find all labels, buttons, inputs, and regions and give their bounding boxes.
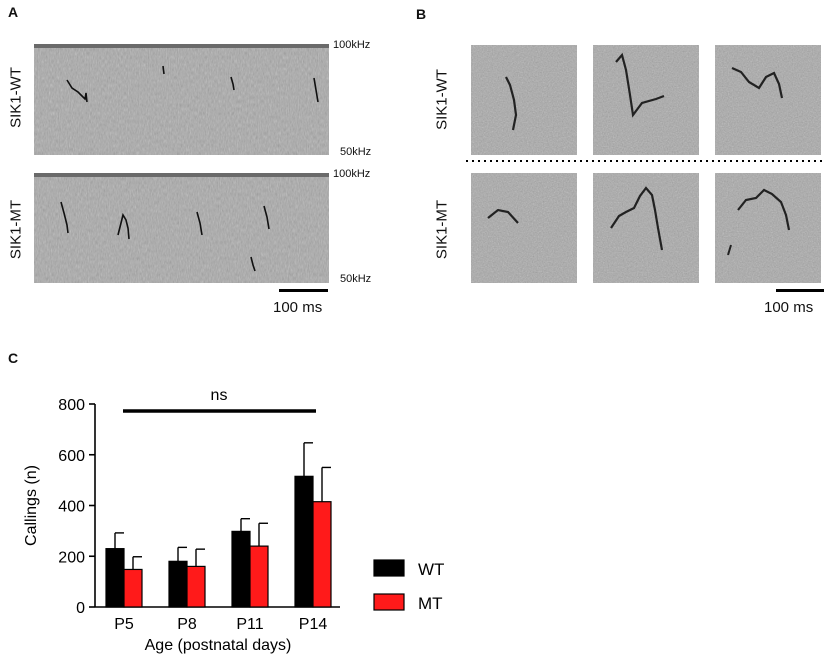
call-examples <box>466 45 824 283</box>
bar-wt-p11 <box>231 530 251 608</box>
row-label-mt: SIK1-MT <box>7 199 25 260</box>
y-tick-label: 800 <box>58 397 85 414</box>
x-tick-label: P8 <box>177 616 197 633</box>
panel-letter-c: C <box>8 350 19 366</box>
call-tile-mt-3 <box>715 173 821 283</box>
row-label-wt: SIK1-WT <box>7 67 25 128</box>
x-tick-label: P5 <box>114 616 134 633</box>
freq-bottom-wt: 50kHz <box>340 146 372 158</box>
legend-label-wt: WT <box>418 560 444 579</box>
row-label-b-mt: SIK1-MT <box>433 199 451 260</box>
spectrogram-mt-image <box>34 173 329 283</box>
y-tick-label: 200 <box>58 549 85 566</box>
panel-letter-a: A <box>8 4 19 20</box>
call-tile-mt-1 <box>471 173 577 283</box>
bar-wt-p5 <box>105 548 125 608</box>
bar-mt-p5 <box>123 568 143 608</box>
bar-chart: 0 200 400 600 800 P5 P8 P11 P14 Age (postnatal da… <box>23 387 444 654</box>
spectrogram-wt-image <box>34 44 329 155</box>
y-axis-label: Callings (n) <box>23 465 40 546</box>
call-tile-mt-2 <box>593 173 699 283</box>
freq-top-mt: 100kHz <box>333 168 371 180</box>
call-tile-wt-2 <box>593 45 699 155</box>
significance-label: ns <box>211 387 228 404</box>
call-tile-wt-3 <box>715 45 821 155</box>
x-tick-label: P14 <box>299 616 328 633</box>
spectrogram-mt <box>34 173 329 283</box>
scale-bar-b <box>776 289 824 292</box>
bar-mt-p14 <box>312 501 332 608</box>
legend-swatch-mt <box>373 593 405 611</box>
scale-bar-a <box>279 289 328 292</box>
scale-label-a: 100 ms <box>273 299 323 316</box>
call-tile-wt-1 <box>471 45 577 155</box>
x-axis-label: Age (postnatal days) <box>145 637 292 654</box>
bar-mt-p11 <box>249 545 269 608</box>
y-tick-label: 400 <box>58 499 85 516</box>
bar-wt-p8 <box>168 560 188 608</box>
row-label-b-wt: SIK1-WT <box>433 69 451 130</box>
panel-letter-b: B <box>416 6 427 22</box>
bar-mt-p8 <box>186 565 206 608</box>
freq-top-wt: 100kHz <box>333 39 371 51</box>
spectrogram-wt <box>34 44 329 155</box>
freq-bottom-mt: 50kHz <box>340 273 372 285</box>
x-tick-label: P11 <box>236 616 263 633</box>
legend-swatch-wt <box>373 559 405 577</box>
bar-wt-p14 <box>294 475 314 608</box>
scale-label-b: 100 ms <box>764 299 814 316</box>
y-tick-label: 0 <box>76 600 85 617</box>
y-tick-label: 600 <box>58 448 85 465</box>
legend-label-mt: MT <box>418 594 443 613</box>
